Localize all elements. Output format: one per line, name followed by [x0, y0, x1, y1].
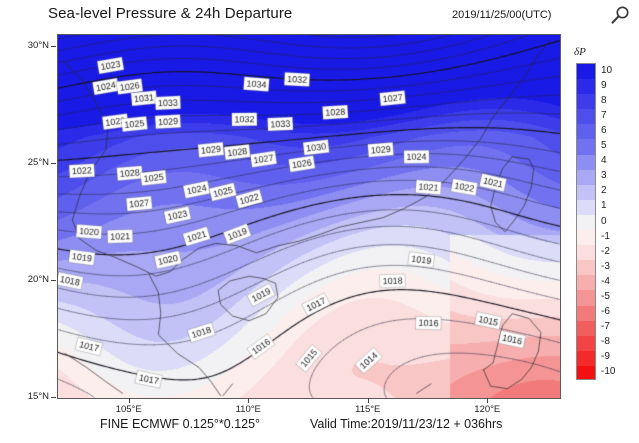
lon-tick-mark	[487, 398, 489, 403]
colorbar-band	[577, 124, 595, 140]
colorbar-band	[577, 169, 595, 185]
colorbar-tick-label: -1	[601, 230, 610, 242]
colorbar-tick-label: 1	[601, 200, 607, 212]
lat-tick-label: 25°N	[27, 156, 49, 168]
colorbar-band	[577, 79, 595, 95]
lat-tick-mark	[51, 162, 56, 164]
lat-tick-label: 15°N	[27, 391, 49, 402]
colorbar-band	[577, 184, 595, 200]
lat-tick-label: 20°N	[27, 273, 49, 285]
weather-map[interactable]	[57, 34, 561, 399]
lat-tick-label: 30°N	[27, 39, 49, 51]
lon-tick-label: 115°E	[355, 404, 381, 415]
lon-tick-label: 105°E	[115, 404, 142, 415]
analysis-datetime: 2019/11/25/00(UTC)	[452, 9, 552, 21]
colorbar-tick-label: -2	[601, 245, 610, 257]
colorbar-band	[577, 275, 595, 291]
colorbar-tick-label: 0	[601, 215, 607, 227]
colorbar-tick-label: 9	[601, 79, 607, 91]
colorbar-tick-label: -9	[601, 351, 610, 363]
colorbar-tick-label: 8	[601, 94, 607, 106]
colorbar-tick-label: 5	[601, 140, 607, 152]
colorbar-tick-label: -6	[601, 306, 610, 318]
colorbar-band	[577, 94, 595, 110]
lat-tick-mark	[51, 279, 56, 281]
magnifier-icon[interactable]	[607, 3, 633, 29]
colorbar-tick-label: 3	[601, 170, 607, 182]
lon-tick-mark	[248, 398, 250, 403]
colorbar-tick-label: 10	[601, 64, 613, 76]
colorbar-band	[577, 199, 595, 215]
lon-tick-label: 120°E	[474, 404, 501, 415]
colorbar-tick-label: -8	[601, 336, 610, 348]
colorbar-band	[577, 245, 595, 261]
valid-time-label: Valid Time:2019/11/23/12 + 036hrs	[310, 417, 503, 431]
colorbar-band	[577, 230, 595, 246]
colorbar-band	[577, 365, 595, 379]
lon-tick-label: 110°E	[235, 404, 261, 415]
lon-tick-mark	[128, 398, 130, 403]
colorbar-band	[577, 154, 595, 170]
model-resolution-label: FINE ECMWF 0.125°*0.125°	[100, 417, 261, 431]
colorbar-tick-label: 7	[601, 109, 607, 121]
colorbar-band	[577, 320, 595, 336]
colorbar-title: δP	[574, 46, 586, 58]
lon-tick-mark	[367, 398, 369, 403]
colorbar-band	[577, 335, 595, 351]
lat-tick-mark	[51, 45, 56, 47]
colorbar-band	[577, 109, 595, 125]
colorbar-tick-label: -4	[601, 275, 610, 287]
colorbar-tick-label: -10	[601, 366, 616, 378]
colorbar	[576, 63, 596, 380]
colorbar-tick-label: 2	[601, 185, 607, 197]
lat-tick-mark	[51, 397, 56, 398]
page-title: Sea-level Pressure & 24h Departure	[48, 5, 293, 22]
colorbar-band	[577, 290, 595, 306]
colorbar-band	[577, 139, 595, 155]
colorbar-band	[577, 305, 595, 321]
colorbar-tick-label: 4	[601, 155, 607, 167]
colorbar-band	[577, 64, 595, 80]
colorbar-tick-label: -3	[601, 260, 610, 272]
colorbar-tick-label: 6	[601, 124, 607, 136]
pressure-field-canvas	[58, 35, 560, 398]
colorbar-tick-label: -5	[601, 290, 610, 302]
colorbar-band	[577, 214, 595, 231]
colorbar-tick-label: -7	[601, 321, 610, 333]
colorbar-band	[577, 350, 595, 366]
colorbar-band	[577, 260, 595, 276]
